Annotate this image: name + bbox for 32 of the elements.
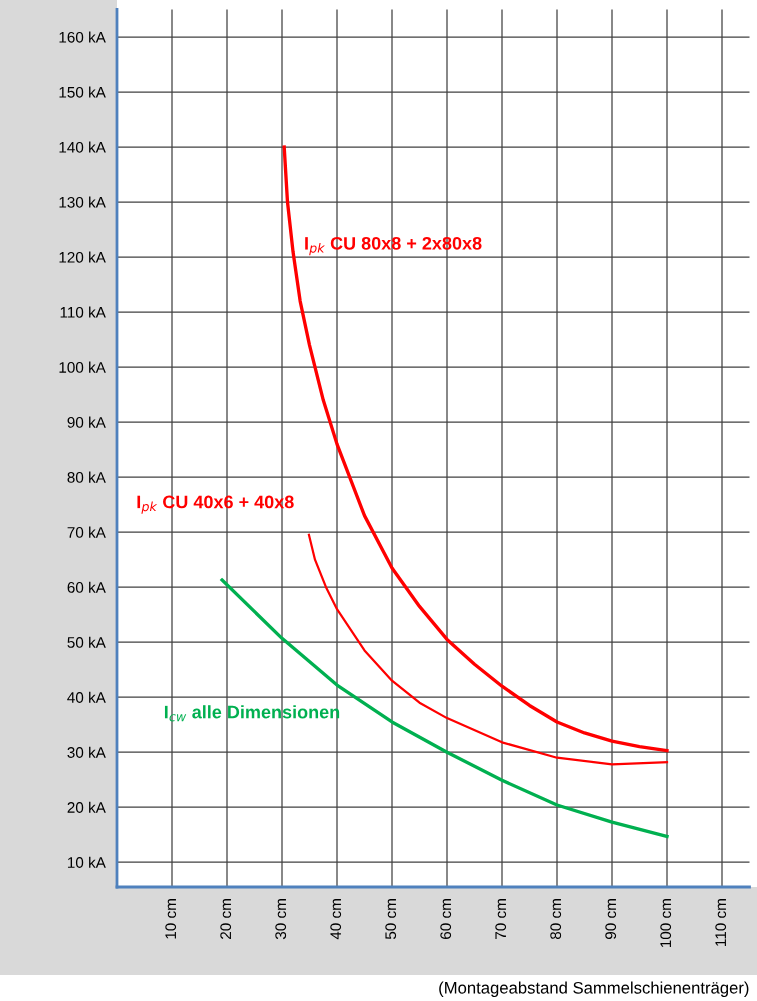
y-tick-label: 70 kA: [67, 526, 106, 538]
y-tick-label: 100 kA: [59, 361, 106, 373]
x-axis-title: (Montageabstand Sammelschienenträger): [439, 981, 749, 997]
y-tick-label: 160 kA: [59, 31, 106, 43]
y-tick-label: 150 kA: [59, 86, 106, 98]
y-tick-label: 10 kA: [67, 856, 106, 868]
y-tick-label: 20 kA: [67, 801, 106, 813]
x-tick-label: 60 cm: [440, 899, 452, 939]
y-tick-label: 80 kA: [67, 471, 106, 483]
x-tick-label: 30 cm: [275, 899, 287, 940]
x-tick-label: 10 cm: [165, 899, 177, 939]
series-label: I$_{cw}$ alle Dimensionen: [164, 705, 340, 722]
x-tick-label: 50 cm: [385, 899, 397, 940]
y-tick-label: 130 kA: [59, 196, 106, 208]
x-tick-label: 70 cm: [495, 899, 507, 939]
y-tick-label: 50 kA: [67, 636, 106, 648]
series-label: I$_{pk}$ CU 80x8 + 2x80x8: [305, 236, 482, 256]
line-series: [220, 578, 669, 839]
y-tick-label: 120 kA: [59, 251, 106, 263]
y-tick-label: 40 kA: [67, 691, 106, 703]
x-tick-label: 20 cm: [220, 899, 232, 939]
x-tick-label: 100 cm: [660, 899, 672, 948]
x-tick-label: 40 cm: [330, 899, 342, 940]
series-label: I$_{pk}$ CU 40x6 + 40x8: [137, 495, 294, 514]
y-tick-label: 140 kA: [59, 141, 106, 153]
y-tick-label: 60 kA: [67, 581, 106, 593]
x-tick-label: 90 cm: [605, 899, 617, 939]
x-tick-label: 110 cm: [715, 899, 727, 946]
x-tick-label: 80 cm: [550, 899, 562, 940]
y-tick-label: 90 kA: [67, 416, 106, 428]
y-tick-label: 110 kA: [60, 306, 106, 318]
y-tick-label: 30 kA: [67, 746, 106, 758]
